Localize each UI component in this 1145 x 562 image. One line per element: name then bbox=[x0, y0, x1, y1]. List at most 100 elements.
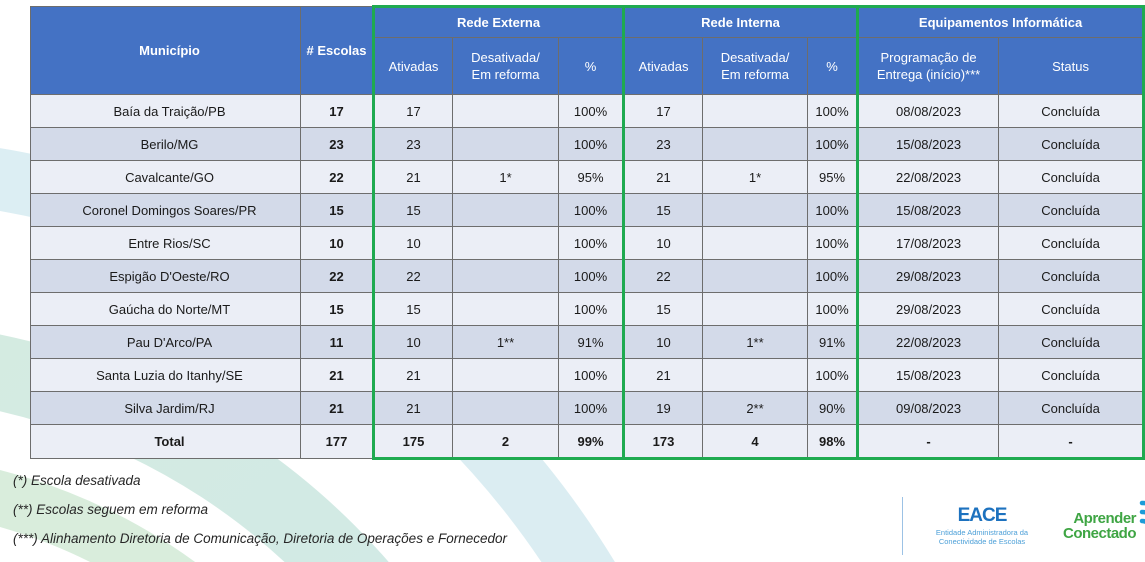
cell-ri-desativada: 2** bbox=[702, 391, 809, 425]
cell-ri-ativadas: 10 bbox=[623, 226, 704, 260]
cell-status: Concluída bbox=[998, 127, 1145, 161]
cell-re-ativadas: 21 bbox=[372, 160, 453, 194]
col-header-entrega: Programação de Entrega (início)*** bbox=[857, 37, 1000, 95]
cell-municipio: Santa Luzia do Itanhy/SE bbox=[30, 358, 301, 392]
cell-re-ativadas: 22 bbox=[372, 259, 453, 293]
eace-logo-text: EACE bbox=[957, 505, 1008, 526]
group-header-rede-interna: Rede Interna bbox=[623, 5, 860, 38]
cell-escolas: 11 bbox=[300, 325, 374, 359]
cell-entrega: 29/08/2023 bbox=[857, 292, 1000, 326]
cell-escolas: 10 bbox=[300, 226, 374, 260]
cell-ri-ativadas: 22 bbox=[623, 259, 704, 293]
table-row: Cavalcante/GO 22 21 1* 95% 21 1* 95% 22/… bbox=[30, 160, 1145, 194]
cell-escolas: 17 bbox=[300, 94, 374, 128]
table-total-row: Total 177 175 2 99% 173 4 98% - - bbox=[30, 424, 1145, 460]
footnotes: (*) Escola desativada (**) Escolas segue… bbox=[13, 466, 507, 553]
cell-ri-pct: 100% bbox=[807, 226, 860, 260]
cell-ri-pct: 91% bbox=[807, 325, 860, 359]
logo-divider bbox=[902, 497, 903, 555]
cell-ri-desativada bbox=[702, 259, 809, 293]
cell-ri-pct: 95% bbox=[807, 160, 860, 194]
table-row: Silva Jardim/RJ 21 21 100% 19 2** 90% 09… bbox=[30, 391, 1145, 425]
cell-re-desativada: 1* bbox=[452, 160, 559, 194]
conectado-line: Conectado bbox=[1063, 525, 1137, 542]
cell-ri-pct: 100% bbox=[807, 94, 860, 128]
cell-municipio: Entre Rios/SC bbox=[30, 226, 301, 260]
sub-header-row: Ativadas Desativada/ Em reforma % Ativad… bbox=[31, 37, 1145, 95]
cell-re-ativadas: 15 bbox=[372, 292, 453, 326]
cell-escolas: 15 bbox=[300, 292, 374, 326]
aprender-conectado-logo: Aprender Conectado bbox=[1063, 497, 1145, 555]
cell-total-ri-desativada: 4 bbox=[702, 424, 809, 460]
cell-ri-pct: 90% bbox=[807, 391, 860, 425]
cell-municipio: Silva Jardim/RJ bbox=[30, 391, 301, 425]
cell-ri-pct: 100% bbox=[807, 292, 860, 326]
cell-status: Concluída bbox=[998, 391, 1145, 425]
cell-re-pct: 95% bbox=[557, 160, 626, 194]
cell-ri-ativadas: 21 bbox=[623, 160, 704, 194]
cell-escolas: 21 bbox=[300, 358, 374, 392]
col-header-re-ativadas: Ativadas bbox=[372, 37, 453, 95]
cell-ri-desativada bbox=[702, 226, 809, 260]
cell-status: Concluída bbox=[998, 358, 1145, 392]
cell-re-desativada bbox=[452, 391, 559, 425]
cell-ri-desativada bbox=[702, 127, 809, 161]
cell-ri-ativadas: 15 bbox=[623, 292, 704, 326]
cell-ri-desativada bbox=[702, 94, 809, 128]
col-header-status: Status bbox=[998, 37, 1145, 95]
col-header-re-desativada: Desativada/ Em reforma bbox=[452, 37, 559, 95]
cell-total-re-pct: 99% bbox=[557, 424, 626, 460]
table-row: Berilo/MG 23 23 100% 23 100% 15/08/2023 … bbox=[30, 127, 1145, 161]
cell-entrega: 17/08/2023 bbox=[857, 226, 1000, 260]
cell-re-desativada bbox=[452, 127, 559, 161]
cell-entrega: 22/08/2023 bbox=[857, 325, 1000, 359]
footnote-alinhamento: (***) Alinhamento Diretoria de Comunicaç… bbox=[13, 531, 507, 546]
cell-re-ativadas: 10 bbox=[372, 226, 453, 260]
cell-ri-desativada: 1* bbox=[702, 160, 809, 194]
table-row: Espigão D'Oeste/RO 22 22 100% 22 100% 29… bbox=[30, 259, 1145, 293]
col-header-re-pct: % bbox=[557, 37, 626, 95]
cell-status: Concluída bbox=[998, 259, 1145, 293]
cell-ri-ativadas: 15 bbox=[623, 193, 704, 227]
cell-total-label: Total bbox=[30, 424, 301, 459]
col-header-ri-pct: % bbox=[807, 37, 860, 95]
cell-re-pct: 91% bbox=[557, 325, 626, 359]
table-row: Santa Luzia do Itanhy/SE 21 21 100% 21 1… bbox=[30, 358, 1145, 392]
group-header-rede-externa: Rede Externa bbox=[371, 5, 626, 38]
table-row: Pau D'Arco/PA 11 10 1** 91% 10 1** 91% 2… bbox=[30, 325, 1145, 359]
cell-re-desativada bbox=[452, 358, 559, 392]
group-header-equipamentos: Equipamentos Informática bbox=[857, 5, 1145, 38]
cell-status: Concluída bbox=[998, 292, 1145, 326]
footnote-escola-desativada: (*) Escola desativada bbox=[13, 473, 141, 488]
cell-re-ativadas: 15 bbox=[372, 193, 453, 227]
cell-entrega: 15/08/2023 bbox=[857, 193, 1000, 227]
cell-re-desativada bbox=[452, 94, 559, 128]
cell-total-ri-pct: 98% bbox=[807, 424, 860, 460]
cell-ri-desativada bbox=[702, 358, 809, 392]
cell-ri-pct: 100% bbox=[807, 193, 860, 227]
table-row: Baía da Traição/PB 17 17 100% 17 100% 08… bbox=[30, 94, 1145, 128]
table-row: Gaúcha do Norte/MT 15 15 100% 15 100% 29… bbox=[30, 292, 1145, 326]
cell-total-entrega: - bbox=[857, 424, 1000, 460]
col-header-ri-ativadas: Ativadas bbox=[623, 37, 704, 95]
cell-municipio: Gaúcha do Norte/MT bbox=[30, 292, 301, 326]
cell-ri-ativadas: 10 bbox=[623, 325, 704, 359]
cell-ri-pct: 100% bbox=[807, 259, 860, 293]
cell-status: Concluída bbox=[998, 193, 1145, 227]
eace-logo-subtitle: Entidade Administradora da Conectividade… bbox=[935, 528, 1029, 546]
cell-re-ativadas: 23 bbox=[372, 127, 453, 161]
cell-municipio: Berilo/MG bbox=[30, 127, 301, 161]
cell-re-pct: 100% bbox=[557, 127, 626, 161]
cell-escolas: 15 bbox=[300, 193, 374, 227]
cell-entrega: 08/08/2023 bbox=[857, 94, 1000, 128]
cell-status: Concluída bbox=[998, 160, 1145, 194]
eace-logo: EACE Entidade Administradora da Conectiv… bbox=[917, 505, 1047, 547]
cell-ri-ativadas: 17 bbox=[623, 94, 704, 128]
cell-ri-desativada bbox=[702, 292, 809, 326]
cell-re-desativada: 1** bbox=[452, 325, 559, 359]
cell-re-pct: 100% bbox=[557, 94, 626, 128]
cell-escolas: 21 bbox=[300, 391, 374, 425]
footnote-escolas-reforma: (**) Escolas seguem em reforma bbox=[13, 502, 209, 517]
cell-re-ativadas: 21 bbox=[372, 358, 453, 392]
cell-re-ativadas: 10 bbox=[372, 325, 453, 359]
